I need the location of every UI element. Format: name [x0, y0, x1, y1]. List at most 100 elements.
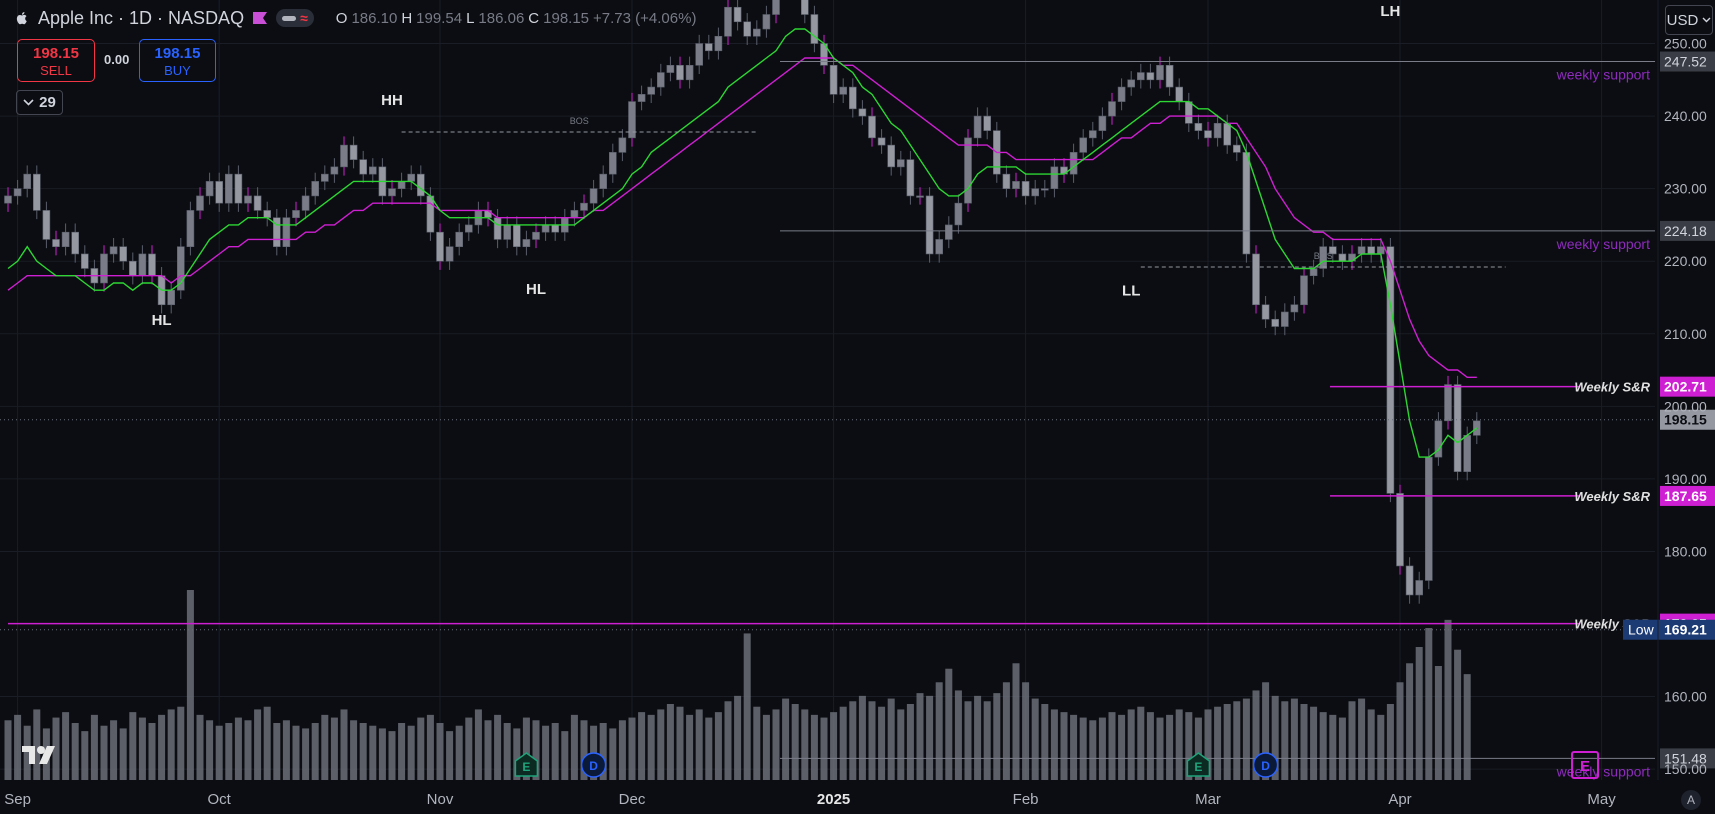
candle-body [272, 217, 281, 247]
candle-body [925, 195, 934, 255]
chevron-down-icon [23, 99, 34, 106]
currency-selector[interactable]: USD [1665, 5, 1713, 35]
sell-button[interactable]: 198.15 SELL [17, 39, 95, 82]
volume-bar [446, 731, 454, 780]
candle-body [1165, 65, 1174, 88]
candle-body [1357, 246, 1366, 255]
level-tag [1660, 485, 1715, 506]
dividend-event-icon [580, 752, 607, 778]
candle-body [244, 195, 252, 204]
volume-bar [1319, 712, 1327, 780]
collapse-indicators-button[interactable]: 29 [16, 90, 63, 115]
indicator-count: 29 [39, 94, 56, 111]
volume-bar [1262, 682, 1270, 780]
level-value: 198.15 [1664, 412, 1707, 428]
volume-bar [974, 695, 982, 780]
candle-body [1041, 188, 1049, 191]
level-note: Weekly S&R [1574, 489, 1650, 504]
candle-body [954, 202, 963, 226]
candle-body [906, 159, 915, 197]
auto-scale-button[interactable]: A [1681, 790, 1701, 810]
volume-bar [119, 728, 127, 780]
volume-bar [398, 723, 406, 780]
chevron-down-icon [1702, 17, 1711, 23]
earnings-event-label: E [522, 760, 530, 774]
symbol-title[interactable]: Apple Inc · 1D · NASDAQ [38, 7, 245, 28]
volume-bar [244, 720, 252, 780]
volume-bar [186, 590, 194, 780]
candle-body [1213, 123, 1222, 139]
x-tick-label: Nov [427, 791, 454, 808]
structure-label: LH [1380, 3, 1400, 20]
volume-bar [532, 720, 540, 780]
x-tick-label: Dec [619, 791, 646, 808]
close-label: C [528, 9, 540, 27]
volume-bar [695, 709, 703, 780]
volume-bar [359, 723, 367, 780]
volume-bar [234, 717, 242, 780]
candle-body [426, 195, 435, 233]
candle-body [1069, 152, 1078, 175]
volume-bar [138, 717, 146, 780]
volume-bar [724, 701, 732, 780]
y-tick-label: 150.00 [1664, 761, 1707, 777]
level-tag [1623, 619, 1715, 640]
volume-bar [1156, 717, 1164, 780]
candle-body [493, 217, 502, 240]
market-status-pill[interactable]: ≈ [276, 9, 314, 27]
volume-bar [1185, 712, 1193, 780]
volume-bar [657, 709, 665, 780]
candle-body [1089, 130, 1097, 139]
candle-body [1281, 311, 1289, 327]
volume-bar [14, 714, 22, 780]
candle-body [647, 86, 656, 95]
volume-bar [1358, 698, 1366, 780]
volume-bar [1281, 701, 1289, 780]
candle-body [1405, 565, 1414, 596]
candle-body [119, 246, 127, 262]
volume-bar [52, 717, 60, 780]
level-note: Low [1628, 622, 1655, 638]
dividend-event-icon [1252, 752, 1279, 778]
volume-bar [1079, 717, 1087, 780]
candle-body [916, 195, 924, 198]
candle-body [1396, 493, 1404, 567]
candle-body [1031, 188, 1039, 197]
volume-bar [666, 704, 674, 780]
candle-body [1194, 123, 1203, 131]
volume-bar [993, 693, 1001, 780]
candle-body [1175, 86, 1183, 102]
candle-body [762, 14, 771, 30]
candle-body [541, 224, 550, 233]
level-tag [1660, 51, 1715, 72]
structure-label: HH [381, 92, 403, 109]
level-note: Weekly S&R [1574, 380, 1650, 395]
volume-bar [426, 714, 434, 780]
candle-body [81, 253, 89, 269]
candle-body [1271, 318, 1279, 327]
flag-icon[interactable] [252, 11, 268, 25]
volume-bar [714, 712, 722, 780]
candle-body [388, 188, 396, 197]
volume-bar [158, 714, 166, 780]
candle-body [896, 159, 905, 168]
candle-body [148, 253, 156, 277]
candle-body [4, 195, 12, 204]
candle-body [724, 6, 732, 37]
structure-label: HL [526, 281, 546, 298]
volume-bar [618, 720, 626, 780]
y-tick-label: 200.00 [1664, 398, 1707, 414]
tradingview-logo-icon[interactable] [22, 744, 62, 766]
volume-bar [110, 720, 118, 780]
y-tick-label: 190.00 [1664, 471, 1707, 487]
volume-bar [330, 717, 338, 780]
volume-bar [177, 706, 185, 780]
candle-body [714, 35, 723, 52]
buy-button[interactable]: 198.15 BUY [139, 39, 216, 82]
candle-body [1156, 65, 1164, 81]
volume-bar [1396, 682, 1404, 780]
candle-body [733, 6, 742, 23]
candle-body [320, 173, 329, 182]
candle-body [340, 144, 348, 168]
